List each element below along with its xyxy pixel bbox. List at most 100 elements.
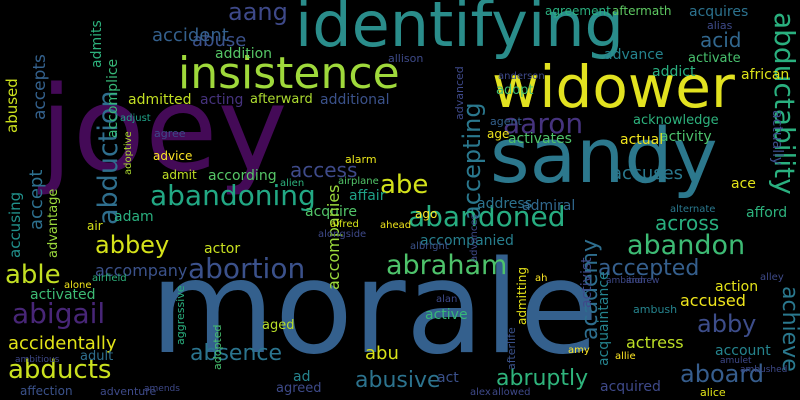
word-actually: actually bbox=[769, 110, 785, 166]
word-acquired: acquired bbox=[600, 379, 661, 395]
word-allowed: allowed bbox=[492, 387, 531, 398]
word-aboard: aboard bbox=[680, 360, 765, 388]
word-agreement: agreement bbox=[545, 4, 611, 18]
word-alias: alias bbox=[707, 19, 733, 32]
word-accomplice: accomplice bbox=[105, 58, 121, 138]
word-ahead: ahead bbox=[380, 220, 412, 231]
word-admits: admits bbox=[89, 20, 105, 68]
word-alex: alex bbox=[470, 387, 491, 398]
word-alfred: alfred bbox=[330, 219, 359, 230]
word-adventure: adventure bbox=[100, 385, 157, 398]
word-alternate: alternate bbox=[670, 204, 716, 215]
word-actress: actress bbox=[626, 333, 684, 352]
word-ambushed: ambushed bbox=[740, 365, 788, 375]
word-african: african bbox=[741, 67, 790, 83]
word-identifying: identifying bbox=[295, 0, 624, 61]
word-alongside: alongside bbox=[318, 229, 367, 240]
word-advances: advances bbox=[469, 214, 480, 262]
word-joey: joey bbox=[40, 60, 288, 198]
word-insistence: insistence bbox=[178, 48, 400, 99]
word-acquire: acquire bbox=[305, 204, 357, 220]
word-andrew: andrew bbox=[626, 276, 660, 286]
word-across: across bbox=[655, 211, 720, 235]
word-abruptly: abruptly bbox=[496, 366, 589, 391]
word-accusing: accusing bbox=[6, 191, 24, 258]
word-air: air bbox=[87, 219, 103, 233]
word-affair: affair bbox=[349, 188, 386, 204]
word-affection: affection bbox=[20, 384, 73, 398]
word-ambition: ambition bbox=[606, 276, 646, 286]
word-agree: agree bbox=[154, 127, 186, 140]
word-alley: alley bbox=[760, 272, 784, 283]
word-advice: advice bbox=[153, 149, 193, 163]
word-addict: addict bbox=[652, 64, 696, 80]
word-acting: acting bbox=[200, 92, 244, 108]
word-allison: allison bbox=[388, 52, 424, 65]
word-accepted: accepted bbox=[598, 256, 700, 281]
word-advantage: advantage bbox=[46, 188, 61, 258]
word-sandy: sandy bbox=[490, 111, 718, 200]
word-acknowledge: acknowledge bbox=[633, 113, 719, 128]
word-adjust: adjust bbox=[120, 113, 151, 124]
word-actor: actor bbox=[204, 241, 241, 257]
word-ad: ad bbox=[293, 369, 311, 385]
word-amy: amy bbox=[568, 345, 590, 356]
word-abused: abused bbox=[3, 78, 21, 133]
word-accompanied: accompanied bbox=[420, 233, 514, 249]
word-act: act bbox=[437, 370, 459, 386]
word-aged: aged bbox=[262, 318, 295, 333]
word-abductability: abductability bbox=[768, 12, 800, 195]
word-abandoning: abandoning bbox=[150, 179, 316, 212]
word-alien: alien bbox=[280, 178, 305, 189]
word-aggressive: aggressive bbox=[174, 285, 187, 345]
word-abortion: abortion bbox=[188, 252, 306, 285]
word-widower: widower bbox=[492, 53, 735, 121]
word-alice: alice bbox=[700, 386, 726, 399]
word-afford: afford bbox=[746, 205, 788, 221]
word-alone: alone bbox=[64, 280, 92, 291]
word-alarm: alarm bbox=[345, 153, 377, 166]
word-aang: aang bbox=[228, 0, 288, 26]
word-airplane: airplane bbox=[338, 176, 379, 187]
word-age: age bbox=[487, 127, 510, 141]
word-admitting: admitting bbox=[515, 267, 529, 325]
word-access: access bbox=[290, 158, 358, 182]
word-abducts: abducts bbox=[8, 355, 112, 385]
word-adopted: adopted bbox=[211, 324, 224, 371]
word-adult: adult bbox=[80, 349, 114, 364]
word-adoptive: adoptive bbox=[123, 131, 134, 175]
word-aaron: aaron bbox=[503, 107, 584, 140]
word-activated: activated bbox=[30, 287, 96, 303]
word-afterlife: afterlife bbox=[505, 327, 518, 370]
word-activates: activates bbox=[508, 131, 572, 147]
word-action: action bbox=[715, 279, 759, 295]
word-activist: activist bbox=[579, 257, 595, 308]
word-abby: abby bbox=[697, 310, 757, 338]
word-adam: adam bbox=[114, 209, 154, 225]
word-accident: accident bbox=[152, 25, 229, 46]
word-acid: acid bbox=[700, 28, 742, 52]
word-additional: additional bbox=[320, 92, 390, 108]
word-abigail: abigail bbox=[12, 297, 106, 330]
word-allie: allie bbox=[615, 351, 636, 362]
word-abbey: abbey bbox=[95, 231, 170, 259]
word-agreed: agreed bbox=[276, 381, 322, 396]
word-able: able bbox=[5, 260, 61, 290]
word-accuses: accuses bbox=[611, 163, 684, 184]
word-amends: amends bbox=[144, 384, 180, 394]
word-ambitious: ambitious bbox=[15, 355, 60, 365]
word-accidentally: accidentally bbox=[8, 333, 117, 354]
word-active: active bbox=[425, 307, 468, 323]
word-alan: alan bbox=[436, 294, 458, 305]
word-admitted: admitted bbox=[128, 92, 192, 108]
word-advance: advance bbox=[604, 47, 664, 63]
word-achieve: achieve bbox=[777, 286, 800, 372]
word-accused: accused bbox=[680, 291, 746, 310]
word-admiral: admiral bbox=[522, 198, 576, 214]
word-admit: admit bbox=[162, 168, 197, 182]
word-accepts: accepts bbox=[30, 54, 50, 120]
word-afterward: afterward bbox=[250, 92, 313, 107]
word-absence: absence bbox=[190, 341, 283, 366]
word-adopt: adopt bbox=[496, 83, 534, 98]
word-ago: ago bbox=[415, 207, 438, 221]
